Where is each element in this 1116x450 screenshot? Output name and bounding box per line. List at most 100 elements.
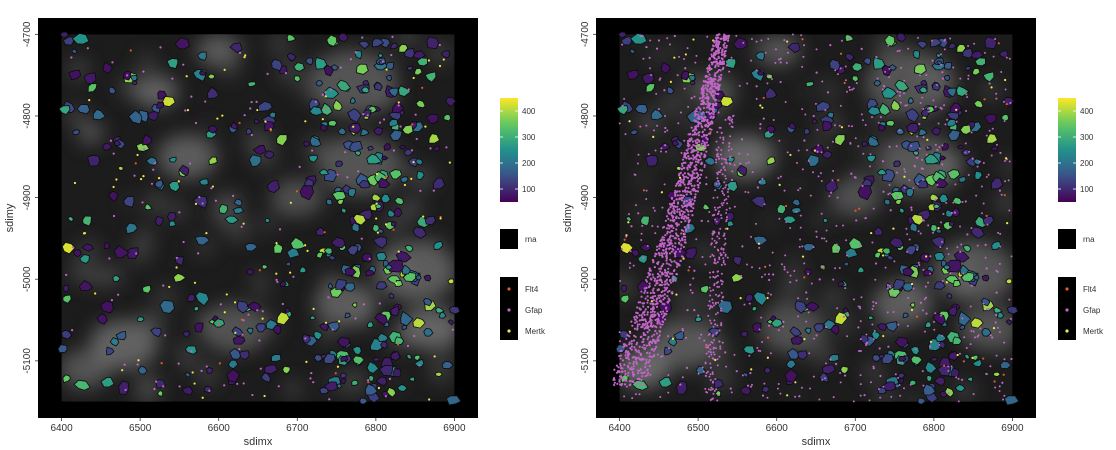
transcript-point [803,44,806,47]
transcript-point [720,157,723,160]
cell-polygon [423,274,432,282]
cell-polygon [252,144,267,155]
transcript-point [716,261,719,264]
transcript-point [692,203,695,206]
transcript-point [208,389,211,392]
transcript-point [995,354,998,357]
transcript-point [733,353,736,356]
transcript-point [707,304,710,307]
transcript-point [421,86,424,89]
transcript-point [721,280,724,283]
transcript-point [730,125,733,128]
cell-polygon [904,245,917,256]
cell-polygon [92,108,107,121]
transcript-point [668,43,671,46]
cell-polygon [432,177,446,190]
transcript-point [86,47,89,50]
cell-polygon [372,38,385,48]
transcript-point [665,251,668,255]
transcript-point [639,353,642,357]
transcript-point [644,308,647,311]
transcript-point [755,40,758,43]
transcript-point [623,97,626,100]
transcript-point [899,66,902,69]
transcript-point [998,389,1001,392]
transcript-point [957,400,960,403]
transcript-point [691,140,695,143]
transcript-point [903,92,906,95]
cell-polygon [115,330,127,341]
transcript-point [814,102,817,105]
transcript-point [678,190,681,193]
transcript-point [816,128,819,131]
transcript-point [709,102,712,106]
transcript-point [718,340,721,343]
transcript-point [663,314,666,317]
transcript-point [232,194,235,197]
transcript-point [277,385,280,388]
transcript-point [705,74,708,77]
transcript-point [725,220,728,223]
transcript-point [936,148,939,152]
transcript-point [942,212,945,215]
transcript-point [805,320,808,323]
transcript-point [612,377,616,380]
cell-polygon [168,220,177,228]
transcript-point [686,144,689,147]
transcript-point [667,283,670,287]
transcript-point [656,312,659,315]
cell-polygon [100,300,114,314]
cell-polygon [367,321,374,329]
cell-polygon [330,237,346,249]
transcript-point [728,122,731,125]
transcript-point [357,170,360,173]
transcript-point [675,198,678,201]
transcript-point [642,358,645,361]
transcript-point [695,157,698,160]
transcript-point [771,251,774,254]
transcript-point [657,336,660,339]
transcript-point [665,306,668,309]
cell-polygon [881,247,891,255]
transcript-point [667,241,670,244]
transcript-point [681,158,685,161]
transcript-point [853,176,856,179]
transcript-point [854,209,857,212]
cell-polygon [447,278,455,285]
transcript-point [210,187,213,190]
cell-polygon [182,330,191,338]
transcript-point [931,59,934,62]
transcript-point [847,314,850,317]
transcript-point [970,329,973,332]
cell-polygon [972,158,982,166]
cell-polygon [931,127,942,136]
transcript-point [687,224,690,227]
cell-polygon [617,31,628,39]
transcript-point [821,378,824,381]
cell-polygon [898,355,907,363]
transcript-point [721,192,724,195]
transcript-point [942,364,946,367]
transcript-point [999,232,1002,235]
cell-polygon [365,269,376,277]
cell-polygon [270,354,282,362]
transcript-point [177,362,180,365]
transcript-point [627,358,630,361]
transcript-point [706,346,709,349]
transcript-point [360,237,363,240]
transcript-point [715,71,718,74]
transcript-point [910,144,913,147]
cell-polygon [909,302,916,309]
transcript-point [872,338,875,341]
transcript-point [813,149,817,152]
cell-polygon [667,337,678,347]
cell-polygon [426,36,440,50]
transcript-point [933,328,936,331]
transcript-point [692,277,695,280]
transcript-point [738,152,741,155]
transcript-point [722,61,725,64]
transcript-point [687,155,690,158]
transcript-point [713,261,716,264]
transcript-point [644,297,647,300]
transcript-point [965,346,968,349]
